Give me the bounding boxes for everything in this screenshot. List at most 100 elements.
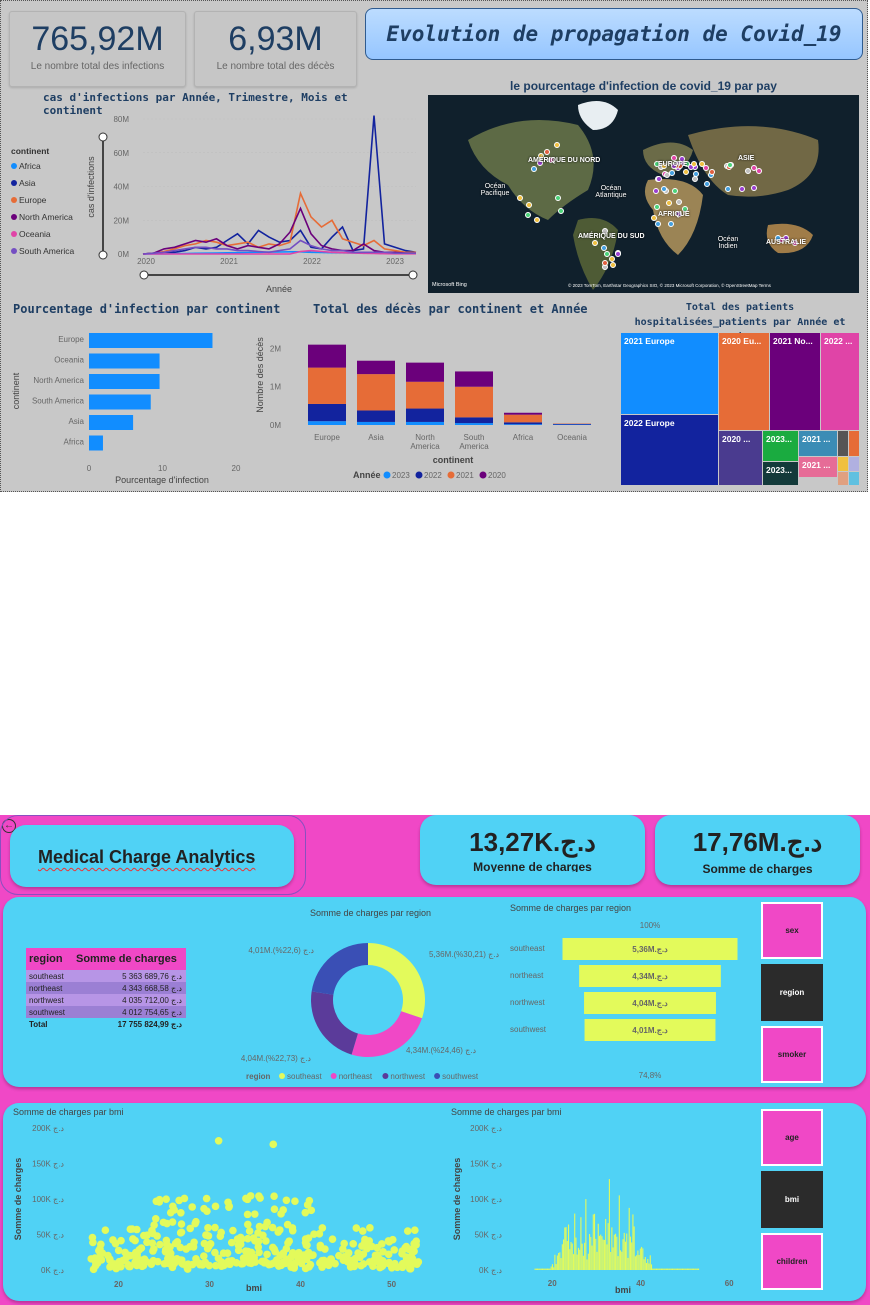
country-bubble[interactable] (517, 194, 524, 201)
legend-item[interactable]: South America (11, 243, 74, 260)
treemap-cell[interactable] (838, 457, 848, 471)
legend-item[interactable]: Africa (11, 158, 74, 175)
country-bubble[interactable] (671, 163, 678, 170)
country-bubble[interactable] (724, 186, 731, 193)
region-table[interactable]: region Somme de charges southeast 5 363 6… (26, 948, 186, 1030)
country-bubble[interactable] (591, 239, 598, 246)
country-bubble[interactable] (751, 165, 758, 172)
country-bubble[interactable] (660, 162, 667, 169)
country-bubble[interactable] (739, 186, 746, 193)
country-bubble[interactable] (531, 166, 538, 173)
slicer-bmi[interactable]: bmi (761, 1171, 823, 1228)
bmi-scatter-chart[interactable]: Somme de charges par bmi 0K د.ج 50K د.ج 100… (8, 1103, 438, 1298)
country-bubble[interactable] (610, 261, 617, 268)
country-bubble[interactable] (709, 168, 716, 175)
treemap-cell[interactable] (849, 431, 859, 456)
slicer-children[interactable]: children (761, 1233, 823, 1290)
country-bubble[interactable] (682, 206, 689, 213)
col-region[interactable]: region (29, 953, 63, 965)
country-bubble[interactable] (554, 195, 561, 202)
country-bubble[interactable] (615, 251, 622, 258)
country-bubble[interactable] (604, 251, 611, 258)
country-bubble[interactable] (601, 228, 608, 235)
country-bubble[interactable] (727, 161, 734, 168)
slicer-age[interactable]: age (761, 1109, 823, 1166)
country-bubble[interactable] (525, 202, 532, 209)
table-row[interactable]: southwest 4 012 754,65 د.ج (26, 1006, 186, 1018)
country-bubble[interactable] (537, 153, 544, 160)
country-bubble[interactable] (671, 154, 677, 161)
treemap-cell[interactable]: 2021 ... (799, 431, 837, 456)
country-bubble[interactable] (679, 155, 686, 162)
country-bubble[interactable] (703, 181, 710, 188)
hospital-treemap[interactable]: 2021 Europe 2022 Europe 2020 Eu... 2021 No.… (621, 333, 859, 485)
infection-bar-chart[interactable]: Europe Oceania North America South America A… (9, 323, 249, 488)
map-credit[interactable]: © 2023 TomTom, Earthstar Geographics SIO… (568, 283, 771, 288)
treemap-cell[interactable] (838, 431, 848, 456)
country-bubble[interactable] (650, 215, 657, 222)
country-bubble[interactable] (537, 160, 544, 167)
treemap-cell[interactable]: 2023... (763, 462, 798, 485)
line-chart[interactable]: 0M 20M 40M 60M 80M cas d'infections 2020 2021 20… (81, 109, 426, 297)
country-bubble[interactable] (601, 260, 608, 267)
world-map[interactable]: AMÉRIQUE DU NORD EUROPE ASIE Océan Pacif… (428, 95, 859, 293)
country-bubble[interactable] (667, 221, 674, 228)
treemap-cell[interactable]: 2023... (763, 431, 798, 461)
country-bubble[interactable] (698, 160, 705, 167)
country-bubble[interactable] (744, 168, 751, 174)
country-bubble[interactable] (682, 168, 689, 175)
treemap-cell[interactable] (849, 457, 859, 471)
country-bubble[interactable] (524, 212, 531, 219)
treemap-cell[interactable]: 2022 Europe (621, 415, 718, 485)
treemap-cell[interactable]: 2020 ... (719, 431, 762, 485)
treemap-cell[interactable]: 2022 ... (821, 333, 859, 430)
treemap-cell[interactable] (849, 472, 859, 485)
country-bubble[interactable] (693, 170, 700, 177)
map-bubbles[interactable] (428, 95, 859, 293)
country-bubble[interactable] (554, 142, 561, 149)
slicer-smoker[interactable]: smoker (761, 1026, 823, 1083)
country-bubble[interactable] (774, 235, 781, 242)
legend-item[interactable]: Europe (11, 192, 74, 209)
country-bubble[interactable] (656, 175, 663, 182)
table-row[interactable]: northeast 4 343 668,58 د.ج (26, 982, 186, 994)
country-bubble[interactable] (653, 160, 660, 167)
treemap-cell[interactable]: 2020 Eu... (719, 333, 769, 430)
treemap-cell[interactable]: 2021 Europe (621, 333, 718, 414)
legend-item[interactable]: Asia (11, 175, 74, 192)
country-bubble[interactable] (558, 207, 565, 214)
table-row[interactable]: northwest 4 035 712,00 د.ج (26, 994, 186, 1006)
country-bubble[interactable] (653, 187, 660, 194)
country-bubble[interactable] (663, 171, 670, 178)
legend-item[interactable]: Oceania (11, 226, 74, 243)
country-bubble[interactable] (533, 216, 540, 223)
country-bubble[interactable] (702, 164, 709, 171)
treemap-cell[interactable]: 2021 No... (770, 333, 820, 430)
region-donut-chart[interactable]: Somme de charges par region 5,36M.د.ج (30… (230, 903, 510, 1083)
col-charges[interactable]: Somme de charges (76, 953, 177, 965)
region-funnel-chart[interactable]: Somme de charges par region 100% 74,8% sout… (505, 898, 750, 1083)
table-row[interactable]: southeast 5 363 689,76 د.ج (26, 970, 186, 982)
slicer-region[interactable]: region (761, 964, 823, 1021)
country-bubble[interactable] (665, 200, 672, 207)
legend-item[interactable]: North America (11, 209, 74, 226)
country-bubble[interactable] (755, 167, 762, 174)
country-bubble[interactable] (675, 210, 682, 217)
country-bubble[interactable] (600, 244, 607, 251)
slicer-sex[interactable]: sex (761, 902, 823, 959)
country-bubble[interactable] (791, 240, 798, 247)
country-bubble[interactable] (676, 198, 683, 205)
country-bubble[interactable] (547, 156, 554, 163)
country-bubble[interactable] (609, 256, 616, 263)
country-bubble[interactable] (672, 188, 679, 195)
country-bubble[interactable] (691, 160, 698, 167)
country-bubble[interactable] (654, 204, 661, 211)
country-bubble[interactable] (544, 148, 551, 155)
country-bubble[interactable] (669, 169, 676, 176)
treemap-cell[interactable]: 2021 ... (799, 457, 837, 477)
country-bubble[interactable] (654, 220, 661, 227)
country-bubble[interactable] (661, 186, 668, 193)
bmi-column-chart[interactable]: Somme de charges par bmi 0K د.ج 50K د.ج 100… (448, 1103, 748, 1298)
country-bubble[interactable] (751, 185, 758, 192)
